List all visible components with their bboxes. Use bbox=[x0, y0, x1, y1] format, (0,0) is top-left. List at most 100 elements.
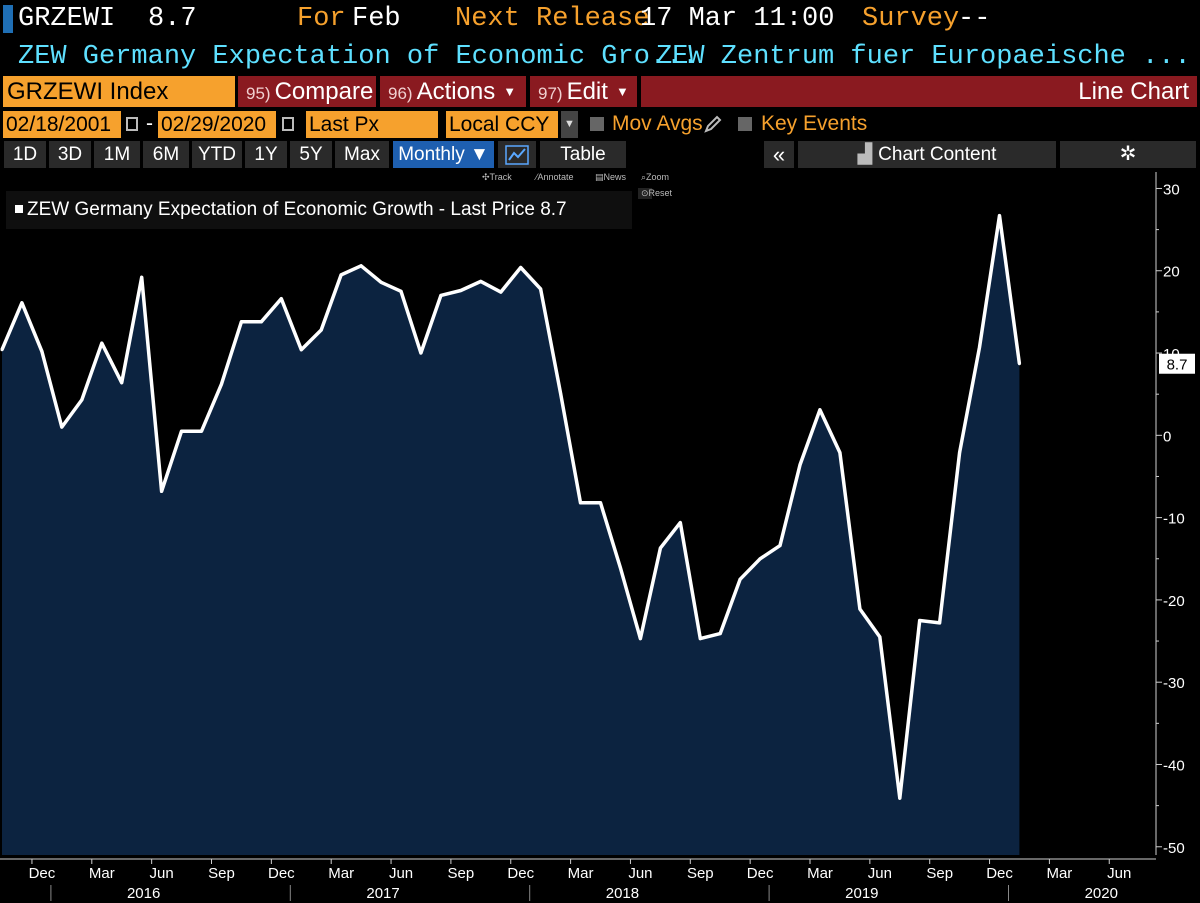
data-point bbox=[838, 451, 842, 455]
key-events-label: Key Events bbox=[761, 112, 868, 135]
data-point bbox=[818, 408, 822, 412]
y-tick-label: 30 bbox=[1163, 181, 1180, 198]
x-tick-label: Dec bbox=[747, 865, 774, 882]
data-point bbox=[180, 429, 183, 433]
data-point bbox=[40, 349, 44, 353]
data-point bbox=[160, 489, 164, 493]
start-date-input[interactable]: 02/18/2001 bbox=[3, 111, 121, 138]
track-tool[interactable]: ✣ Track bbox=[482, 172, 512, 182]
currency-dropdown-icon[interactable]: ▼ bbox=[561, 111, 578, 138]
data-point bbox=[878, 635, 882, 639]
zoom-label: Zoom bbox=[646, 172, 670, 182]
x-tick-label: Mar bbox=[89, 865, 115, 882]
x-tick-label: Sep bbox=[687, 865, 714, 882]
chart-content-label: Chart Content bbox=[878, 144, 997, 165]
x-tick-label: Jun bbox=[628, 865, 652, 882]
period-1m[interactable]: 1M bbox=[94, 141, 140, 168]
reset-tool[interactable]: ⊙ Reset bbox=[638, 188, 672, 199]
data-point bbox=[698, 637, 702, 641]
x-tick-label: Mar bbox=[328, 865, 354, 882]
period-1y[interactable]: 1Y bbox=[245, 141, 287, 168]
security-source: ZEW Zentrum fuer Europaeische ... bbox=[656, 42, 1191, 72]
last-value-box bbox=[1159, 353, 1195, 374]
x-year-label: 2018 bbox=[606, 885, 639, 902]
data-point bbox=[219, 382, 223, 386]
y-tick-label: -20 bbox=[1163, 593, 1185, 610]
price-type-select[interactable]: Last Px bbox=[306, 111, 438, 138]
end-date-input[interactable]: 02/29/2020 bbox=[158, 111, 276, 138]
track-label: Track bbox=[489, 172, 512, 182]
area-fill bbox=[2, 215, 1020, 856]
caret-down-icon: ▼ bbox=[615, 84, 629, 99]
y-tick-label: -40 bbox=[1163, 757, 1185, 774]
collapse-icon[interactable]: « bbox=[764, 141, 794, 168]
data-point bbox=[618, 566, 622, 570]
x-tick-label: Jun bbox=[389, 865, 413, 882]
period-3d[interactable]: 3D bbox=[49, 141, 91, 168]
period-ytd[interactable]: YTD bbox=[192, 141, 242, 168]
period-5y[interactable]: 5Y bbox=[290, 141, 332, 168]
data-point bbox=[279, 297, 283, 301]
data-point bbox=[539, 287, 543, 291]
y-tick-label: -30 bbox=[1163, 675, 1185, 692]
for-value: Feb bbox=[352, 4, 401, 34]
data-point bbox=[499, 290, 503, 294]
x-tick-label: Jun bbox=[1107, 865, 1131, 882]
data-point bbox=[918, 619, 922, 622]
x-axis: Dec Mar Jun Sep Dec Mar Jun Sep Dec Mar Jun Sep Dec M… bbox=[0, 858, 1156, 902]
compare-button[interactable]: 95) Compare bbox=[238, 76, 376, 107]
data-point bbox=[319, 328, 323, 332]
y-tick-label: 0 bbox=[1163, 428, 1171, 445]
mov-avgs-checkbox[interactable] bbox=[590, 117, 604, 131]
actions-button[interactable]: 96) Actions ▼ bbox=[380, 76, 526, 107]
frequency-select[interactable]: Monthly ▼ bbox=[393, 141, 494, 168]
data-point bbox=[738, 577, 742, 581]
y-tick-label: -10 bbox=[1163, 511, 1185, 528]
key-events-checkbox[interactable] bbox=[738, 117, 752, 131]
actions-number: 96) bbox=[388, 84, 413, 103]
currency-select[interactable]: Local CCY bbox=[446, 111, 558, 138]
data-point bbox=[519, 266, 523, 269]
last-value: 8.7 bbox=[148, 4, 197, 34]
news-label: News bbox=[603, 172, 627, 182]
x-tick-label: Dec bbox=[268, 865, 295, 882]
x-tick-label: Jun bbox=[868, 865, 892, 882]
survey-label: Survey bbox=[862, 4, 960, 34]
settings-gear-icon[interactable]: ✲ bbox=[1060, 141, 1196, 168]
calendar-icon[interactable] bbox=[126, 117, 138, 131]
period-1d[interactable]: 1D bbox=[4, 141, 46, 168]
x-tick-label: Sep bbox=[208, 865, 235, 882]
data-point bbox=[938, 621, 942, 625]
chart-content-icon: ▟ bbox=[857, 144, 873, 165]
zoom-tool[interactable]: ⌕ Zoom bbox=[641, 172, 670, 182]
security-input[interactable]: GRZEWI Index bbox=[3, 76, 235, 107]
mov-avgs-label: Mov Avgs bbox=[612, 112, 703, 135]
data-points bbox=[0, 214, 1021, 800]
x-year-label: 2016 bbox=[127, 885, 160, 902]
period-max[interactable]: Max bbox=[335, 141, 389, 168]
data-point bbox=[898, 796, 902, 800]
legend-value: 8.7 bbox=[540, 199, 567, 220]
next-release-label: Next Release bbox=[455, 4, 650, 34]
data-point bbox=[998, 214, 1001, 218]
chart-content-button[interactable]: ▟ Chart Content bbox=[798, 141, 1056, 168]
x-tick-label: Dec bbox=[507, 865, 534, 882]
legend-entry: ZEW Germany Expectation of Economic Grow… bbox=[27, 199, 535, 220]
chart-type-button[interactable]: Line Chart bbox=[641, 76, 1197, 107]
edit-button[interactable]: 97) Edit ▼ bbox=[530, 76, 637, 107]
table-button[interactable]: Table bbox=[540, 141, 626, 168]
last-value-label: 8.7 bbox=[1167, 357, 1188, 374]
annotate-tool[interactable]: ⁄ Annotate bbox=[536, 172, 574, 182]
date-range-row: 02/18/2001 - 02/29/2020 Last Px Local CC… bbox=[0, 111, 1200, 139]
compare-label: Compare bbox=[274, 78, 374, 105]
period-6m[interactable]: 6M bbox=[143, 141, 189, 168]
data-point bbox=[200, 429, 203, 433]
pencil-icon[interactable] bbox=[704, 115, 722, 133]
data-point bbox=[20, 301, 24, 305]
calendar-icon[interactable] bbox=[282, 117, 294, 131]
line-chart-icon[interactable] bbox=[498, 141, 536, 168]
data-point bbox=[239, 320, 243, 324]
data-point bbox=[599, 501, 602, 505]
news-tool[interactable]: ▤ News bbox=[595, 172, 627, 182]
security-description: ZEW Germany Expectation of Economic Gro.… bbox=[18, 42, 699, 72]
